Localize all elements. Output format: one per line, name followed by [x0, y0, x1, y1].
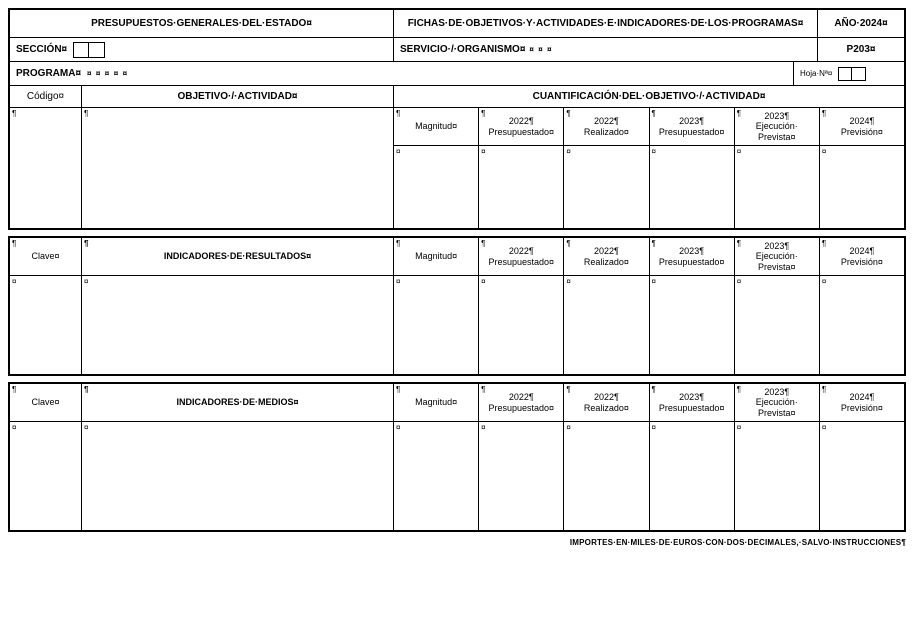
programa-label: PROGRAMA¤ — [16, 68, 81, 79]
title-mid: FICHAS·DE·OBJETIVOS·Y·ACTIVIDADES·E·INDI… — [394, 10, 818, 37]
objetivo-body[interactable]: ¶ — [82, 108, 394, 228]
block2-header: ¶ Clave¤ ¶ INDICADORES·DE·RESULTADOS¤ ¶M… — [10, 238, 904, 276]
col-2023-pres: ¶ 2023¶ Presupuestado¤ — [649, 108, 734, 145]
c3-cell[interactable]: ¤ — [563, 146, 648, 228]
seccion-boxes[interactable] — [73, 42, 105, 58]
block2-title: ¶ INDICADORES·DE·RESULTADOS¤ — [82, 238, 394, 275]
col-2023-ejec: ¶ 2023¶ Ejecución· Prevista¤ — [734, 108, 819, 145]
footnote: IMPORTES·EN·MILES·DE·EUROS·CON·DOS·DECIM… — [8, 538, 906, 547]
objetivo-header: OBJETIVO·/·ACTIVIDAD¤ — [82, 86, 394, 107]
programa-marks: ¤ ¤ ¤ ¤ ¤ — [87, 69, 127, 78]
b3-clave-cell[interactable]: ¤ — [10, 422, 82, 530]
metric-body: ¤ ¤ ¤ ¤ ¤ ¤ — [394, 146, 904, 228]
code-right: P203¤ — [818, 38, 904, 61]
clave-header-2: ¶ Clave¤ — [10, 238, 82, 275]
b3-title-cell[interactable]: ¤ — [82, 422, 394, 530]
b3-m5[interactable]: ¤ — [734, 422, 819, 530]
b3-m6[interactable]: ¤ — [819, 422, 904, 530]
b2-c2: ¶ 2022¶Presupuestado¤ — [478, 238, 563, 275]
clave-header-3: ¶ Clave¤ — [10, 384, 82, 421]
c6-cell[interactable]: ¤ — [819, 146, 904, 228]
header-row-1: PRESUPUESTOS·GENERALES·DEL·ESTADO¤ FICHA… — [10, 10, 904, 38]
codigo-header: Código¤ — [10, 86, 82, 107]
b2-m5[interactable]: ¤ — [734, 276, 819, 374]
b2-m4[interactable]: ¤ — [649, 276, 734, 374]
codigo-body[interactable]: ¶ — [10, 108, 82, 228]
header-row-2: SECCIÓN¤ SERVICIO·/·ORGANISMO¤ ¤ ¤ ¤ P20… — [10, 38, 904, 62]
form-block-2: ¶ Clave¤ ¶ INDICADORES·DE·RESULTADOS¤ ¶M… — [8, 236, 906, 376]
b2-c6: ¶ 2024¶Previsión¤ — [819, 238, 904, 275]
mag-cell[interactable]: ¤ — [394, 146, 478, 228]
seccion-cell: SECCIÓN¤ — [10, 38, 394, 61]
cuantificacion-header: CUANTIFICACIÓN·DEL·OBJETIVO·/·ACTIVIDAD¤ — [394, 86, 904, 107]
b2-m1[interactable]: ¤ — [394, 276, 478, 374]
b3-m1[interactable]: ¤ — [394, 422, 478, 530]
b2-c3: ¶ 2022¶Realizado¤ — [563, 238, 648, 275]
c2-cell[interactable]: ¤ — [478, 146, 563, 228]
servicio-cell: SERVICIO·/·ORGANISMO¤ ¤ ¤ ¤ — [394, 38, 818, 61]
hoja-label: Hoja·Nª¤ — [800, 69, 832, 78]
b3-c3: ¶ 2022¶Realizado¤ — [563, 384, 648, 421]
b3-magnitud: ¶Magnitud¤ — [394, 384, 478, 421]
block2-body: ¤ ¤ ¤ ¤ ¤ ¤ ¤ ¤ — [10, 276, 904, 374]
hoja-cell: Hoja·Nª¤ — [794, 62, 904, 85]
b3-c4: ¶ 2023¶Presupuestado¤ — [649, 384, 734, 421]
c4-cell[interactable]: ¤ — [649, 146, 734, 228]
form-block-3: ¶ Clave¤ ¶ INDICADORES·DE·MEDIOS¤ ¶Magni… — [8, 382, 906, 532]
col-magnitud: ¶ Magnitud¤ — [394, 108, 478, 145]
b3-m3[interactable]: ¤ — [563, 422, 648, 530]
b2-c4: ¶ 2023¶Presupuestado¤ — [649, 238, 734, 275]
year-label: AÑO·2024¤ — [818, 10, 904, 37]
programa-cell: PROGRAMA¤ ¤ ¤ ¤ ¤ ¤ — [10, 62, 794, 85]
b2-magnitud: ¶Magnitud¤ — [394, 238, 478, 275]
obj-body-row: ¶ ¶ ¶ Magnitud¤ ¶ 2022¶ Presupuestado¤ ¶… — [10, 108, 904, 228]
metric-headers: ¶ Magnitud¤ ¶ 2022¶ Presupuestado¤ ¶ 202… — [394, 108, 904, 146]
b3-c6: ¶ 2024¶Previsión¤ — [819, 384, 904, 421]
col-2022-pres: ¶ 2022¶ Presupuestado¤ — [478, 108, 563, 145]
b3-m2[interactable]: ¤ — [478, 422, 563, 530]
b2-clave-cell[interactable]: ¤ — [10, 276, 82, 374]
block3-body: ¤ ¤ ¤ ¤ ¤ ¤ ¤ ¤ — [10, 422, 904, 530]
servicio-marks: ¤ ¤ ¤ — [529, 45, 551, 54]
block3-header: ¶ Clave¤ ¶ INDICADORES·DE·MEDIOS¤ ¶Magni… — [10, 384, 904, 422]
hoja-boxes[interactable] — [838, 67, 866, 81]
servicio-label: SERVICIO·/·ORGANISMO¤ — [400, 44, 525, 55]
b2-m6[interactable]: ¤ — [819, 276, 904, 374]
col-2024-prev: ¶ 2024¶ Previsión¤ — [819, 108, 904, 145]
b2-m3[interactable]: ¤ — [563, 276, 648, 374]
col-2022-real: ¶ 2022¶ Realizado¤ — [563, 108, 648, 145]
b2-title-cell[interactable]: ¤ — [82, 276, 394, 374]
form-block-1: PRESUPUESTOS·GENERALES·DEL·ESTADO¤ FICHA… — [8, 8, 906, 230]
b3-m4[interactable]: ¤ — [649, 422, 734, 530]
header-row-3: PROGRAMA¤ ¤ ¤ ¤ ¤ ¤ Hoja·Nª¤ — [10, 62, 904, 86]
seccion-label: SECCIÓN¤ — [16, 44, 67, 55]
c5-cell[interactable]: ¤ — [734, 146, 819, 228]
b3-c2: ¶ 2022¶Presupuestado¤ — [478, 384, 563, 421]
b2-m2[interactable]: ¤ — [478, 276, 563, 374]
b2-c5: ¶ 2023¶Ejecución·Prevista¤ — [734, 238, 819, 275]
metrics-area: ¶ Magnitud¤ ¶ 2022¶ Presupuestado¤ ¶ 202… — [394, 108, 904, 228]
obj-header-row: Código¤ OBJETIVO·/·ACTIVIDAD¤ CUANTIFICA… — [10, 86, 904, 108]
b3-c5: ¶ 2023¶Ejecución·Prevista¤ — [734, 384, 819, 421]
block3-title: ¶ INDICADORES·DE·MEDIOS¤ — [82, 384, 394, 421]
title-left: PRESUPUESTOS·GENERALES·DEL·ESTADO¤ — [10, 10, 394, 37]
